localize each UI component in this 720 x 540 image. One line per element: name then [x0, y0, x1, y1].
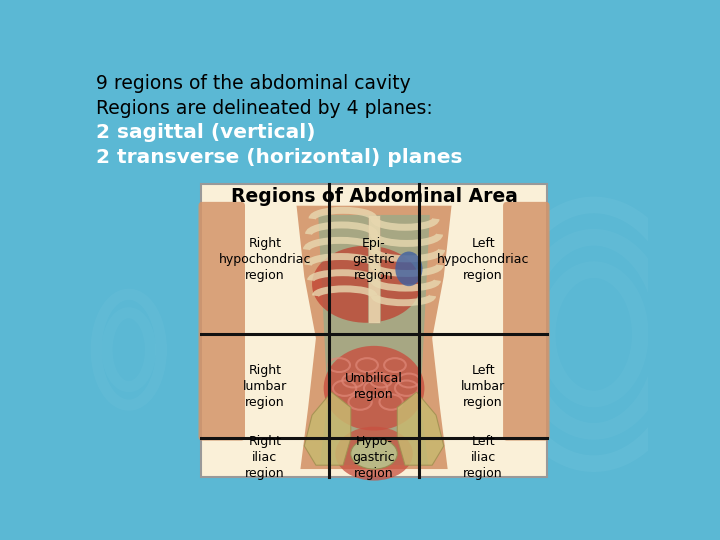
Bar: [368, 215, 380, 323]
Text: Regions of Abdominal Area: Regions of Abdominal Area: [230, 187, 518, 206]
Text: Right
iliac
region: Right iliac region: [245, 435, 285, 480]
Text: Hypo-
gastric
region: Hypo- gastric region: [353, 435, 395, 480]
Text: Umbilical
region: Umbilical region: [345, 372, 403, 401]
Text: Left
lumbar
region: Left lumbar region: [461, 364, 505, 409]
Polygon shape: [297, 206, 451, 469]
Polygon shape: [305, 392, 351, 465]
FancyBboxPatch shape: [199, 202, 245, 441]
Polygon shape: [397, 392, 444, 465]
Text: Left
hypochondriac
region: Left hypochondriac region: [437, 237, 529, 282]
Ellipse shape: [336, 427, 413, 481]
Polygon shape: [318, 215, 430, 465]
Bar: [201, 184, 547, 477]
Text: Epi-
gastric
region: Epi- gastric region: [353, 237, 395, 282]
Text: 2 sagittal (vertical): 2 sagittal (vertical): [96, 123, 315, 143]
Text: Left
iliac
region: Left iliac region: [463, 435, 503, 480]
Text: Regions are delineated by 4 planes:: Regions are delineated by 4 planes:: [96, 99, 433, 118]
FancyBboxPatch shape: [503, 202, 549, 441]
Ellipse shape: [395, 252, 423, 286]
Ellipse shape: [324, 346, 424, 430]
Text: Right
lumbar
region: Right lumbar region: [243, 364, 287, 409]
Ellipse shape: [351, 438, 397, 469]
Text: Right
hypochondriac
region: Right hypochondriac region: [219, 237, 311, 282]
Text: 9 regions of the abdominal cavity: 9 regions of the abdominal cavity: [96, 74, 411, 93]
Ellipse shape: [312, 246, 420, 323]
Text: 2 transverse (horizontal) planes: 2 transverse (horizontal) planes: [96, 148, 463, 167]
